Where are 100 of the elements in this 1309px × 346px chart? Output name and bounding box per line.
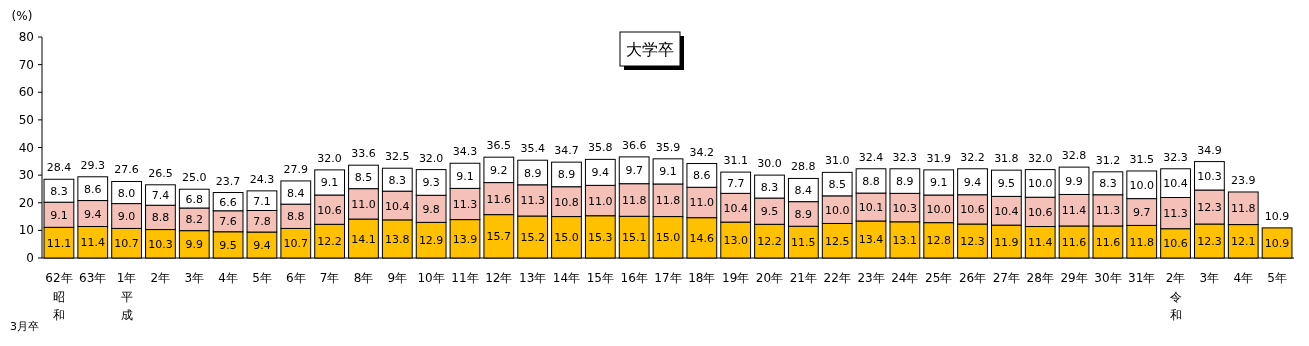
data-label: 9.2 (490, 163, 508, 177)
data-label: 8.9 (794, 207, 813, 221)
data-label: 11.6 (486, 192, 512, 206)
total-label: 27.9 (283, 162, 309, 176)
total-label: 24.3 (249, 172, 275, 186)
data-label: 8.6 (693, 169, 711, 183)
total-label: 35.8 (588, 141, 613, 155)
data-label: 7.7 (726, 176, 745, 190)
x-tick-label: 29年 (1060, 271, 1088, 285)
data-label: 14.1 (351, 232, 376, 246)
data-label: 9.5 (997, 177, 1016, 191)
total-label: 32.0 (317, 151, 342, 165)
data-label: 15.1 (621, 231, 647, 245)
data-label: 15.3 (588, 230, 613, 244)
x-tick-label: 3年 (1199, 271, 1220, 285)
x-tick-label: 27年 (992, 271, 1021, 285)
data-label: 9.1 (320, 176, 339, 190)
data-label: 7.6 (219, 215, 237, 229)
total-label: 23.7 (215, 174, 241, 188)
data-label: 6.8 (185, 192, 204, 206)
data-label: 11.4 (1061, 204, 1087, 218)
data-label: 12.3 (960, 235, 985, 249)
total-label: 34.3 (452, 145, 478, 159)
data-label: 10.3 (1197, 169, 1222, 183)
x-tick-label: 19年 (722, 271, 750, 285)
data-label: 10.4 (385, 199, 410, 213)
x-tick-label: 16年 (620, 271, 648, 285)
data-label: 11.8 (655, 194, 681, 208)
x-tick-label: 12年 (485, 271, 513, 285)
x-tick-label: 2年 (1165, 271, 1186, 285)
data-label: 11.0 (588, 194, 613, 208)
data-label: 9.5 (760, 205, 779, 219)
data-label: 8.6 (84, 182, 102, 196)
data-label: 8.8 (287, 210, 305, 224)
x-tick-label: 4年 (1233, 271, 1254, 285)
data-label: 10.6 (1163, 237, 1188, 251)
x-tick-label: 17年 (654, 271, 682, 285)
data-label: 10.4 (723, 201, 748, 215)
total-label: 32.3 (892, 150, 918, 164)
total-label: 23.9 (1230, 173, 1256, 187)
data-label: 15.7 (486, 230, 512, 244)
total-label: 31.2 (1095, 153, 1121, 167)
total-label: 34.2 (689, 145, 715, 159)
data-label: 11.3 (1095, 204, 1121, 218)
data-label: 6.6 (219, 195, 237, 209)
text: 令和 (1168, 289, 1183, 324)
data-label: 8.3 (50, 184, 68, 198)
x-tick-label: 15年 (586, 271, 614, 285)
x-tick-label: 14年 (552, 271, 581, 285)
total-label: 30.0 (757, 157, 782, 171)
data-label: 10.6 (960, 203, 985, 217)
data-label: 15.0 (655, 231, 681, 245)
data-label: 8.2 (185, 213, 204, 227)
data-label: 11.3 (520, 194, 545, 208)
x-tick-label: 26年 (958, 271, 987, 285)
data-label: 9.1 (50, 208, 68, 222)
total-label: 35.9 (655, 140, 681, 154)
data-label: 9.5 (219, 238, 237, 252)
data-label: 7.1 (253, 194, 271, 208)
x-tick-label: 3年 (184, 271, 205, 285)
x-tick-label: 30年 (1094, 271, 1122, 285)
data-label: 8.8 (862, 174, 880, 188)
data-label: 8.9 (523, 166, 542, 180)
text: 昭和 (51, 289, 66, 324)
data-label: 9.4 (84, 207, 102, 221)
x-tick-label: 9年 (387, 271, 408, 285)
data-label: 9.1 (929, 176, 948, 190)
data-label: 10.8 (554, 195, 579, 209)
total-label: 31.1 (723, 154, 748, 168)
data-label: 10.0 (926, 202, 951, 216)
data-label: 11.6 (1061, 235, 1087, 249)
data-label: 8.5 (354, 170, 373, 184)
x-tick-label: 21年 (789, 271, 817, 285)
data-label: 11.1 (46, 236, 72, 250)
data-label: 11.6 (1095, 235, 1121, 249)
data-label: 8.3 (760, 180, 779, 194)
data-label: 9.8 (422, 202, 440, 216)
x-tick-label: 28年 (1026, 271, 1054, 285)
data-label: 10.6 (317, 203, 342, 217)
total-label: 34.9 (1197, 143, 1222, 157)
x-tick-label: 5年 (252, 271, 272, 285)
x-tick-label: 7年 (319, 271, 340, 285)
data-label: 10.7 (283, 237, 309, 251)
y-tick-label: 30 (18, 168, 34, 183)
x-tick-label: 8年 (353, 271, 374, 285)
y-axis-title: (%) (11, 9, 33, 23)
data-label: 10.3 (148, 237, 173, 251)
data-label: 7.8 (253, 215, 271, 229)
data-label: 15.2 (520, 231, 545, 245)
x-tick-label: 1年 (116, 271, 137, 285)
data-label: 12.3 (1197, 201, 1222, 215)
total-label: 31.8 (994, 152, 1019, 166)
total-label: 36.6 (621, 138, 647, 152)
chart-title: 大学卒 (626, 40, 674, 59)
x-tick-label: 25年 (925, 271, 953, 285)
data-label: 11.0 (689, 196, 715, 210)
x-tick-label: 10年 (417, 271, 445, 285)
data-label: 12.2 (317, 235, 342, 249)
data-label: 10.7 (114, 237, 139, 251)
total-label: 25.0 (182, 171, 207, 185)
